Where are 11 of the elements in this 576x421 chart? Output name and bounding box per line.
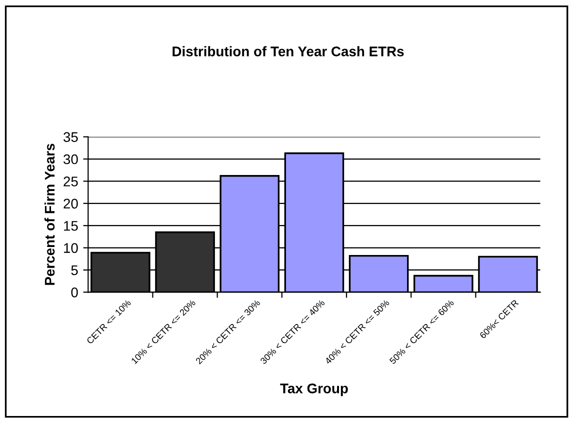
y-tick-label: 20 (64, 198, 78, 209)
x-axis-title: Tax Group (280, 384, 348, 396)
y-tick-label: 15 (64, 221, 78, 231)
y-tick-label: 35 (63, 132, 78, 142)
chart-title: Distribution of Ten Year Cash ETRs (172, 46, 404, 56)
y-axis-title: Percent of Firm Years (44, 144, 55, 285)
y-tick-label: 0 (71, 288, 78, 298)
y-tick-label: 30 (63, 154, 78, 164)
y-tick-label: 10 (64, 243, 78, 253)
y-tick-label: 25 (64, 176, 78, 186)
y-tick-label: 5 (71, 265, 78, 276)
